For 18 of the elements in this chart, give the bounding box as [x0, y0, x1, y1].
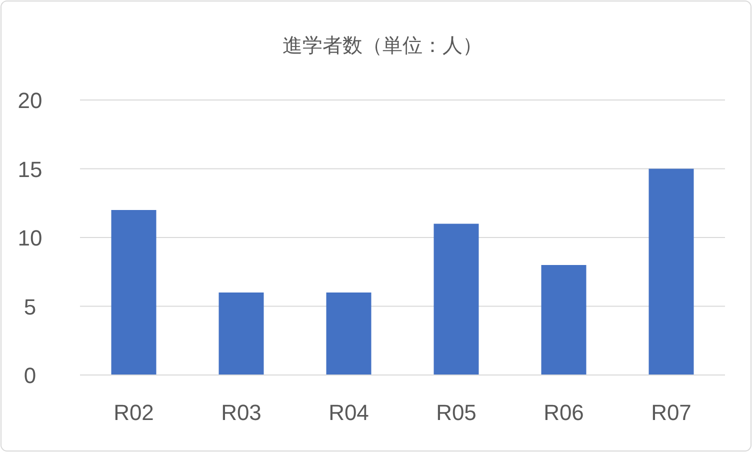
chart-title: 進学者数（単位：人）	[282, 35, 482, 57]
x-tick-label: R02	[114, 400, 154, 425]
bar	[326, 292, 372, 375]
y-tick-label: 0	[24, 363, 36, 388]
bar	[218, 292, 264, 375]
x-tick-label: R07	[651, 400, 692, 425]
y-tick-label: 15	[18, 156, 42, 182]
bar	[541, 265, 586, 375]
y-tick-label: 20	[18, 88, 42, 113]
bar	[111, 210, 156, 375]
bar	[648, 168, 694, 375]
x-tick-label: R03	[221, 400, 262, 425]
y-tick-label: 5	[24, 294, 36, 320]
y-tick-label: 10	[18, 226, 42, 250]
x-tick-label: R04	[328, 400, 369, 425]
x-tick-label: R06	[544, 400, 584, 425]
x-tick-label: R05	[436, 400, 476, 425]
bar	[434, 224, 479, 375]
